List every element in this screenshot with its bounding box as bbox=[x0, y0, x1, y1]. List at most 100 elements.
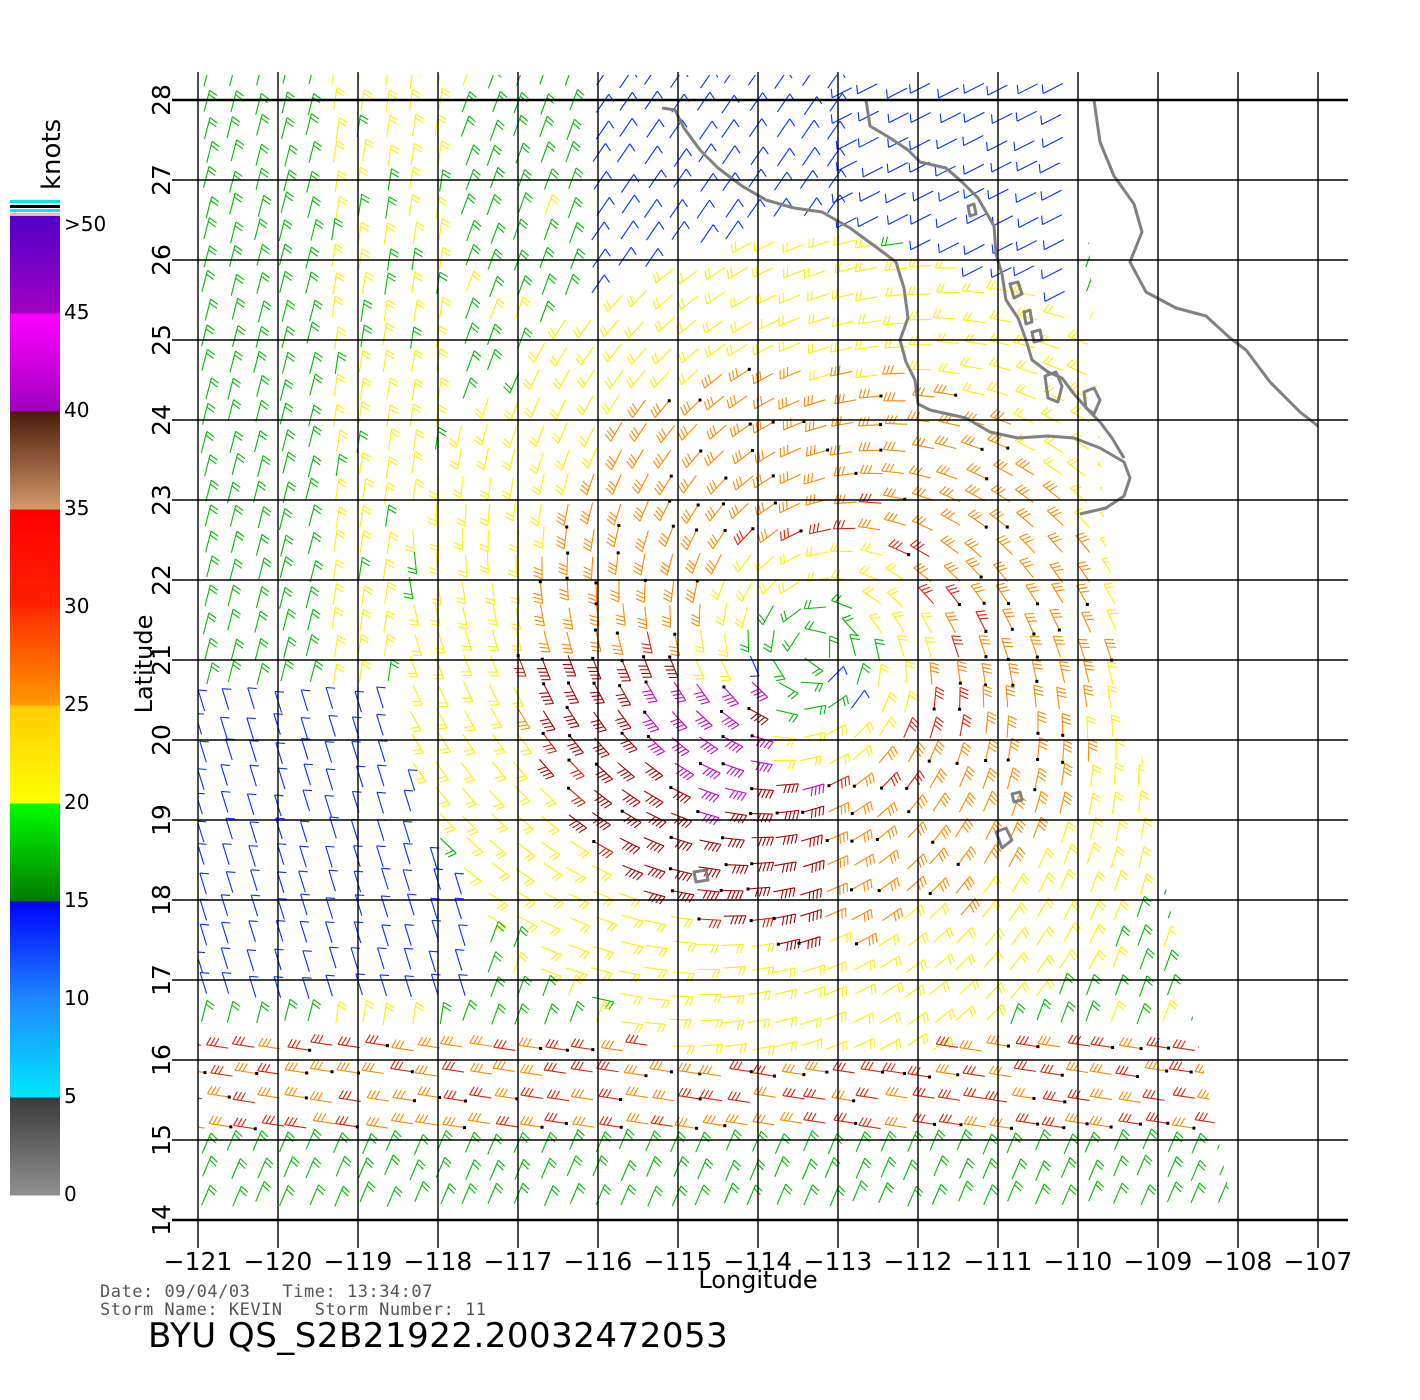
wind-barb bbox=[279, 270, 293, 293]
wind-barb bbox=[454, 949, 465, 971]
wind-barb bbox=[1110, 846, 1126, 868]
wind-barb bbox=[1015, 1035, 1040, 1049]
wind-barb bbox=[828, 753, 850, 765]
lat-tick-label: 27 bbox=[147, 164, 176, 196]
wind-barb bbox=[955, 741, 972, 765]
wind-barb bbox=[598, 1115, 623, 1129]
rain-flag-marker bbox=[565, 576, 569, 580]
wind-barb bbox=[359, 377, 372, 400]
rain-flag-marker bbox=[1167, 1046, 1171, 1050]
wind-barb bbox=[884, 1116, 907, 1129]
wind-barb bbox=[486, 323, 503, 345]
wind-barb bbox=[1064, 1112, 1089, 1126]
wind-barb bbox=[650, 399, 671, 418]
wind-barb bbox=[616, 658, 632, 682]
wind-barb bbox=[638, 655, 653, 678]
rain-flag-marker bbox=[746, 887, 750, 891]
wind-barb bbox=[882, 365, 905, 375]
wind-barb bbox=[201, 999, 215, 1022]
wind-barb bbox=[412, 113, 424, 136]
rain-flag-marker bbox=[903, 497, 907, 501]
wind-barb bbox=[829, 444, 852, 456]
wind-barb bbox=[1033, 767, 1048, 792]
wind-barb bbox=[673, 940, 697, 952]
wind-barb bbox=[208, 1115, 233, 1129]
wind-barb bbox=[529, 425, 545, 447]
rain-flag-marker bbox=[984, 683, 988, 687]
rain-flag-marker bbox=[956, 862, 960, 866]
wind-barb bbox=[1013, 1060, 1036, 1072]
wind-barb bbox=[801, 147, 821, 166]
wind-barb bbox=[693, 683, 710, 705]
wind-barb bbox=[336, 429, 349, 452]
wind-barb bbox=[1042, 480, 1061, 500]
wind-barb bbox=[1197, 1089, 1220, 1102]
rain-flag-marker bbox=[984, 655, 988, 659]
wind-barb bbox=[928, 877, 950, 895]
wind-barb bbox=[566, 867, 586, 885]
wind-barb bbox=[539, 710, 556, 732]
wind-barb bbox=[1051, 582, 1065, 604]
wind-barb bbox=[1002, 608, 1016, 631]
wind-barb bbox=[492, 734, 506, 756]
wind-barb bbox=[230, 221, 244, 244]
wind-barb bbox=[882, 1062, 907, 1075]
wind-barb bbox=[734, 606, 749, 629]
wind-barb bbox=[702, 1114, 727, 1128]
wind-barb bbox=[1106, 609, 1118, 631]
wind-barb bbox=[300, 893, 310, 916]
wind-barb bbox=[783, 267, 805, 279]
wind-barb bbox=[936, 333, 960, 345]
lon-tick-label: −120 bbox=[244, 1247, 313, 1276]
rain-flag-marker bbox=[771, 420, 775, 424]
wind-barb bbox=[850, 829, 873, 843]
wind-barb bbox=[332, 1132, 349, 1154]
wind-barb bbox=[220, 894, 231, 916]
lon-tick-label: −118 bbox=[404, 1247, 473, 1276]
rain-flag-marker bbox=[722, 685, 726, 689]
colorbar-band-10-15 bbox=[10, 901, 60, 1000]
wind-barb bbox=[591, 812, 611, 831]
wind-barb bbox=[965, 213, 988, 225]
wind-barb bbox=[377, 947, 387, 970]
wind-barb bbox=[501, 477, 514, 500]
wind-barb bbox=[875, 825, 898, 842]
wind-barb bbox=[646, 119, 665, 138]
wind-barb bbox=[856, 662, 871, 685]
wind-barb bbox=[561, 631, 574, 654]
wind-barb bbox=[669, 835, 693, 852]
wind-barb bbox=[200, 431, 215, 453]
wind-barb bbox=[724, 787, 747, 801]
wind-barb bbox=[854, 291, 878, 302]
wind-barb bbox=[428, 950, 439, 973]
wind-barb bbox=[462, 815, 479, 836]
wind-barb bbox=[778, 292, 800, 305]
wind-barb bbox=[989, 508, 1009, 529]
wind-barb bbox=[1083, 660, 1095, 683]
wind-barb bbox=[1059, 949, 1078, 969]
rain-flag-marker bbox=[619, 1097, 623, 1101]
wind-barb bbox=[854, 721, 875, 738]
wind-barb bbox=[619, 92, 638, 111]
wind-barb bbox=[338, 1090, 361, 1102]
wind-barb bbox=[928, 980, 950, 996]
wind-barb bbox=[882, 982, 904, 995]
wind-barb bbox=[628, 422, 647, 442]
wind-barb bbox=[411, 378, 424, 401]
wind-barb bbox=[230, 273, 245, 296]
wind-barb bbox=[1186, 716, 1197, 739]
wind-barb bbox=[1194, 403, 1210, 425]
wind-barb bbox=[1037, 1035, 1060, 1048]
wind-barb bbox=[279, 379, 294, 402]
wind-barb bbox=[308, 141, 323, 163]
wind-barb bbox=[748, 990, 771, 1001]
rain-flag-marker bbox=[1062, 1126, 1066, 1130]
wind-barb bbox=[773, 198, 792, 217]
rain-flag-marker bbox=[542, 682, 546, 686]
wind-barb bbox=[700, 75, 719, 89]
rain-flag-marker bbox=[355, 1125, 359, 1129]
wind-barb bbox=[880, 1038, 902, 1051]
wind-barb bbox=[255, 399, 269, 422]
